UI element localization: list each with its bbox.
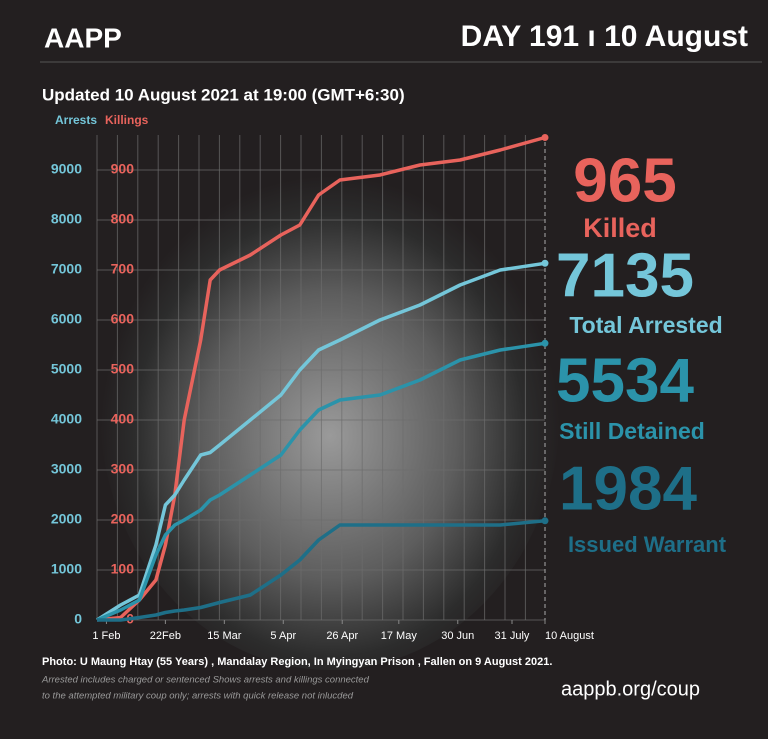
photo-caption: Photo: U Maung Htay (55 Years) , Mandala… [42,656,552,668]
x-tick-label: 10 August [545,630,594,642]
y2-tick-label: 400 [111,411,135,427]
y-tick-label: 9000 [51,161,82,177]
total-label: Issued Warrant [568,532,727,557]
series-line [96,135,546,622]
y-tick-label: 3000 [51,461,82,477]
total-label: Killed [583,213,657,243]
brand: AAPP [44,22,122,53]
y-tick-label: 1000 [51,561,82,577]
total-number: 1984 [559,454,697,523]
x-tick-label: 15 Mar [207,630,242,642]
y-tick-label: 5000 [51,361,82,377]
x-tick-label: 5 Apr [270,630,296,642]
series-line [96,261,546,622]
x-tick-label: 31 July [495,630,530,642]
url: aappb.org/coup [561,678,700,700]
total-label: Total Arrested [569,312,722,338]
y2-tick-label: 200 [111,511,135,527]
day-title: DAY 191 ı 10 August [461,20,748,53]
portrait-photo [100,150,560,670]
end-point [541,134,549,141]
x-tick-label: 30 Jun [441,630,474,642]
total-number: 5534 [556,346,694,415]
y-tick-label: 0 [74,611,82,627]
note: to the attempted military coup only; arr… [42,691,354,702]
series-line [97,519,546,622]
y2-axis-label: Killings [105,113,149,127]
y2-tick-label: 600 [111,311,135,327]
note: Arrested includes charged or sentenced S… [41,675,370,686]
y-tick-label: 4000 [51,411,82,427]
y-tick-label: 7000 [51,261,82,277]
end-point [541,517,549,525]
y-tick-label: 6000 [51,311,82,327]
end-point [541,339,549,347]
y-tick-label: 2000 [51,511,82,527]
y2-tick-label: 100 [111,561,135,577]
x-tick-label: 22Feb [150,630,181,642]
total-label: Still Detained [559,418,705,444]
y2-tick-label: 900 [111,161,135,177]
y2-tick-label: 500 [111,361,135,377]
x-tick-label: 26 Apr [326,630,358,642]
y2-tick-label: 800 [111,211,135,227]
total-number: 7135 [556,241,694,310]
updated: Updated 10 August 2021 at 19:00 (GMT+6:3… [42,85,405,104]
plot: 0100020003000400050006000700080009000010… [51,134,727,642]
x-tick-label: 17 May [381,630,418,642]
x-tick-label: 1 Feb [92,630,120,642]
total-number: 965 [573,146,676,215]
y-tick-label: 8000 [51,211,82,227]
y2-tick-label: 300 [111,461,135,477]
y2-tick-label: 700 [111,261,135,277]
end-point [541,259,549,267]
y-axis-label: Arrests [55,113,97,127]
series-line [96,341,546,622]
